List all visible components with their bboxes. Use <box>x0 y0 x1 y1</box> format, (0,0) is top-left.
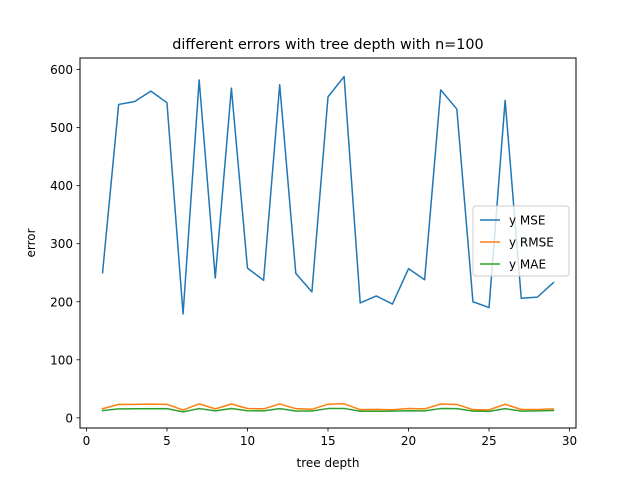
x-tick-label: 0 <box>83 434 91 448</box>
plot-frame <box>79 57 577 429</box>
y-tick-label: 200 <box>50 295 73 309</box>
y-tick-label: 100 <box>50 353 73 367</box>
legend: y MSE y RMSE y MAE <box>472 205 570 277</box>
y-tick-label: 600 <box>50 63 73 77</box>
series-line-2 <box>101 407 555 413</box>
x-axis-label: tree depth <box>297 456 360 470</box>
y-tick-label: 300 <box>50 237 73 251</box>
x-axis-ticks: 0 5 10 15 20 25 30 <box>83 428 577 448</box>
x-tick-label: 5 <box>163 434 171 448</box>
series-line-0 <box>101 75 555 315</box>
y-axis-ticks: 0 100 200 300 400 500 600 <box>50 63 80 425</box>
x-tick-label: 10 <box>240 434 255 448</box>
chart-title: different errors with tree depth with n=… <box>172 37 483 53</box>
y-axis-label: error <box>24 228 38 257</box>
x-tick-label: 25 <box>481 434 496 448</box>
x-tick-label: 30 <box>562 434 577 448</box>
x-tick-label: 20 <box>401 434 416 448</box>
y-tick-label: 0 <box>65 411 73 425</box>
legend-label: y MSE <box>509 214 545 228</box>
legend-box <box>472 205 570 277</box>
y-tick-label: 400 <box>50 179 73 193</box>
series-line-1 <box>101 403 555 411</box>
legend-label: y RMSE <box>509 236 554 250</box>
x-tick-label: 15 <box>320 434 335 448</box>
legend-label: y MAE <box>509 258 546 272</box>
series-lines <box>101 75 555 413</box>
y-tick-label: 500 <box>50 121 73 135</box>
